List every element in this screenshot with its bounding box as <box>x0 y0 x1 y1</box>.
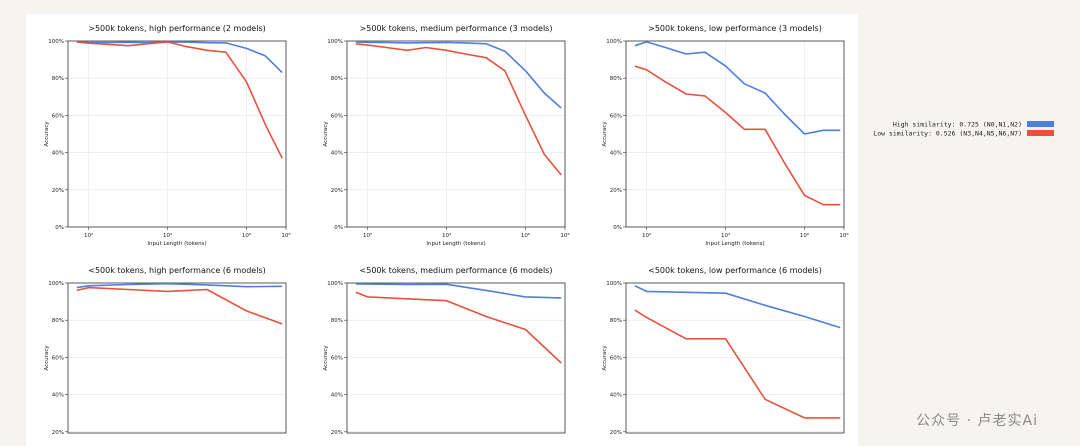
series-line-low <box>355 43 562 176</box>
panel-title: >500k tokens, high performance (2 models… <box>88 24 266 33</box>
series-line-high <box>634 285 841 329</box>
series-line-low <box>355 291 562 364</box>
y-tick-label: 60% <box>610 113 622 119</box>
x-axis-label: Input Length (tokens) <box>147 241 206 247</box>
chart-card <box>26 14 858 446</box>
x-axis-label: Input Length (tokens) <box>426 241 485 247</box>
y-tick-label: 20% <box>52 430 64 436</box>
y-tick-label: 0% <box>334 225 343 231</box>
y-tick-label: 80% <box>610 76 622 82</box>
y-tick-label: 100% <box>327 281 343 287</box>
y-tick-label: 80% <box>52 76 64 82</box>
plot-frame <box>346 40 566 228</box>
y-axis-label: Accuracy <box>44 121 50 147</box>
y-tick-label: 40% <box>331 151 343 157</box>
series-line-high <box>76 283 283 289</box>
x-tick-label: 10⁴ <box>442 232 452 239</box>
y-tick-label: 20% <box>331 430 343 436</box>
legend: High similarity: 0.725 (N0,N1,N2)Low sim… <box>873 121 1054 138</box>
x-tick-label: 10⁴ <box>163 232 173 239</box>
x-axis-label: Input Length (tokens) <box>705 241 764 247</box>
y-tick-label: 40% <box>610 393 622 399</box>
panel-title: >500k tokens, medium performance (3 mode… <box>360 24 553 33</box>
x-tick-label: 10⁸ <box>560 232 570 239</box>
series-line-low <box>76 286 283 325</box>
panel-title: <500k tokens, high performance (6 models… <box>88 266 266 275</box>
chart-panel-4: <500k tokens, high performance (6 models… <box>44 266 287 436</box>
y-tick-label: 100% <box>48 39 64 45</box>
y-tick-label: 20% <box>610 430 622 436</box>
series-line-high <box>355 41 562 109</box>
chart-panel-6: <500k tokens, low performance (6 models)… <box>602 266 845 436</box>
chart-panel-5: <500k tokens, medium performance (6 mode… <box>323 266 566 436</box>
series-line-low <box>76 41 283 159</box>
y-tick-label: 20% <box>52 188 64 194</box>
plot-frame <box>67 282 287 434</box>
y-tick-label: 60% <box>331 113 343 119</box>
chart-panel-3: >500k tokens, low performance (3 models)… <box>602 24 849 247</box>
y-tick-label: 80% <box>331 318 343 324</box>
x-tick-label: 10⁴ <box>721 232 731 239</box>
y-tick-label: 0% <box>55 225 64 231</box>
y-tick-label: 100% <box>606 39 622 45</box>
x-tick-label: 10² <box>642 232 651 239</box>
y-tick-label: 40% <box>610 151 622 157</box>
y-tick-label: 40% <box>52 151 64 157</box>
x-tick-label: 10⁶ <box>242 232 252 239</box>
y-tick-label: 40% <box>331 393 343 399</box>
series-line-high <box>355 283 562 299</box>
chart-panel-1: >500k tokens, high performance (2 models… <box>44 24 291 247</box>
panel-title: <500k tokens, medium performance (6 mode… <box>360 266 553 275</box>
y-tick-label: 100% <box>606 281 622 287</box>
y-tick-label: 20% <box>610 188 622 194</box>
y-tick-label: 80% <box>331 76 343 82</box>
series-line-low <box>634 65 841 206</box>
x-tick-label: 10² <box>363 232 372 239</box>
x-tick-label: 10⁸ <box>281 232 291 239</box>
legend-swatch <box>1027 130 1054 136</box>
x-tick-label: 10⁶ <box>800 232 810 239</box>
y-axis-label: Accuracy <box>44 345 50 371</box>
series-line-high <box>76 41 283 74</box>
y-tick-label: 100% <box>327 39 343 45</box>
y-tick-label: 80% <box>610 318 622 324</box>
plot-frame <box>625 40 845 228</box>
x-tick-label: 10⁸ <box>839 232 849 239</box>
y-tick-label: 60% <box>610 355 622 361</box>
plot-frame <box>67 40 287 228</box>
plot-frame <box>346 282 566 434</box>
y-axis-label: Accuracy <box>323 345 329 371</box>
legend-swatch <box>1027 121 1054 127</box>
panel-title: >500k tokens, low performance (3 models) <box>648 24 822 33</box>
y-tick-label: 60% <box>331 355 343 361</box>
y-axis-label: Accuracy <box>602 121 608 147</box>
legend-entry-label: Low similarity: 0.526 (N3,N4,N5,N6,N7) <box>873 130 1022 138</box>
y-axis-label: Accuracy <box>323 121 329 147</box>
plot-frame <box>625 282 845 434</box>
y-tick-label: 60% <box>52 113 64 119</box>
y-tick-label: 60% <box>52 355 64 361</box>
x-tick-label: 10² <box>84 232 93 239</box>
y-tick-label: 20% <box>331 188 343 194</box>
x-tick-label: 10⁶ <box>521 232 531 239</box>
y-tick-label: 40% <box>52 393 64 399</box>
series-line-low <box>634 309 841 419</box>
chart-panel-2: >500k tokens, medium performance (3 mode… <box>323 24 570 247</box>
y-tick-label: 0% <box>613 225 622 231</box>
legend-entry-label: High similarity: 0.725 (N0,N1,N2) <box>893 121 1022 129</box>
series-line-high <box>634 41 841 135</box>
y-tick-label: 100% <box>48 281 64 287</box>
panel-title: <500k tokens, low performance (6 models) <box>648 266 822 275</box>
y-axis-label: Accuracy <box>602 345 608 371</box>
watermark: 公众号 · 卢老实Ai <box>916 413 1038 429</box>
y-tick-label: 80% <box>52 318 64 324</box>
